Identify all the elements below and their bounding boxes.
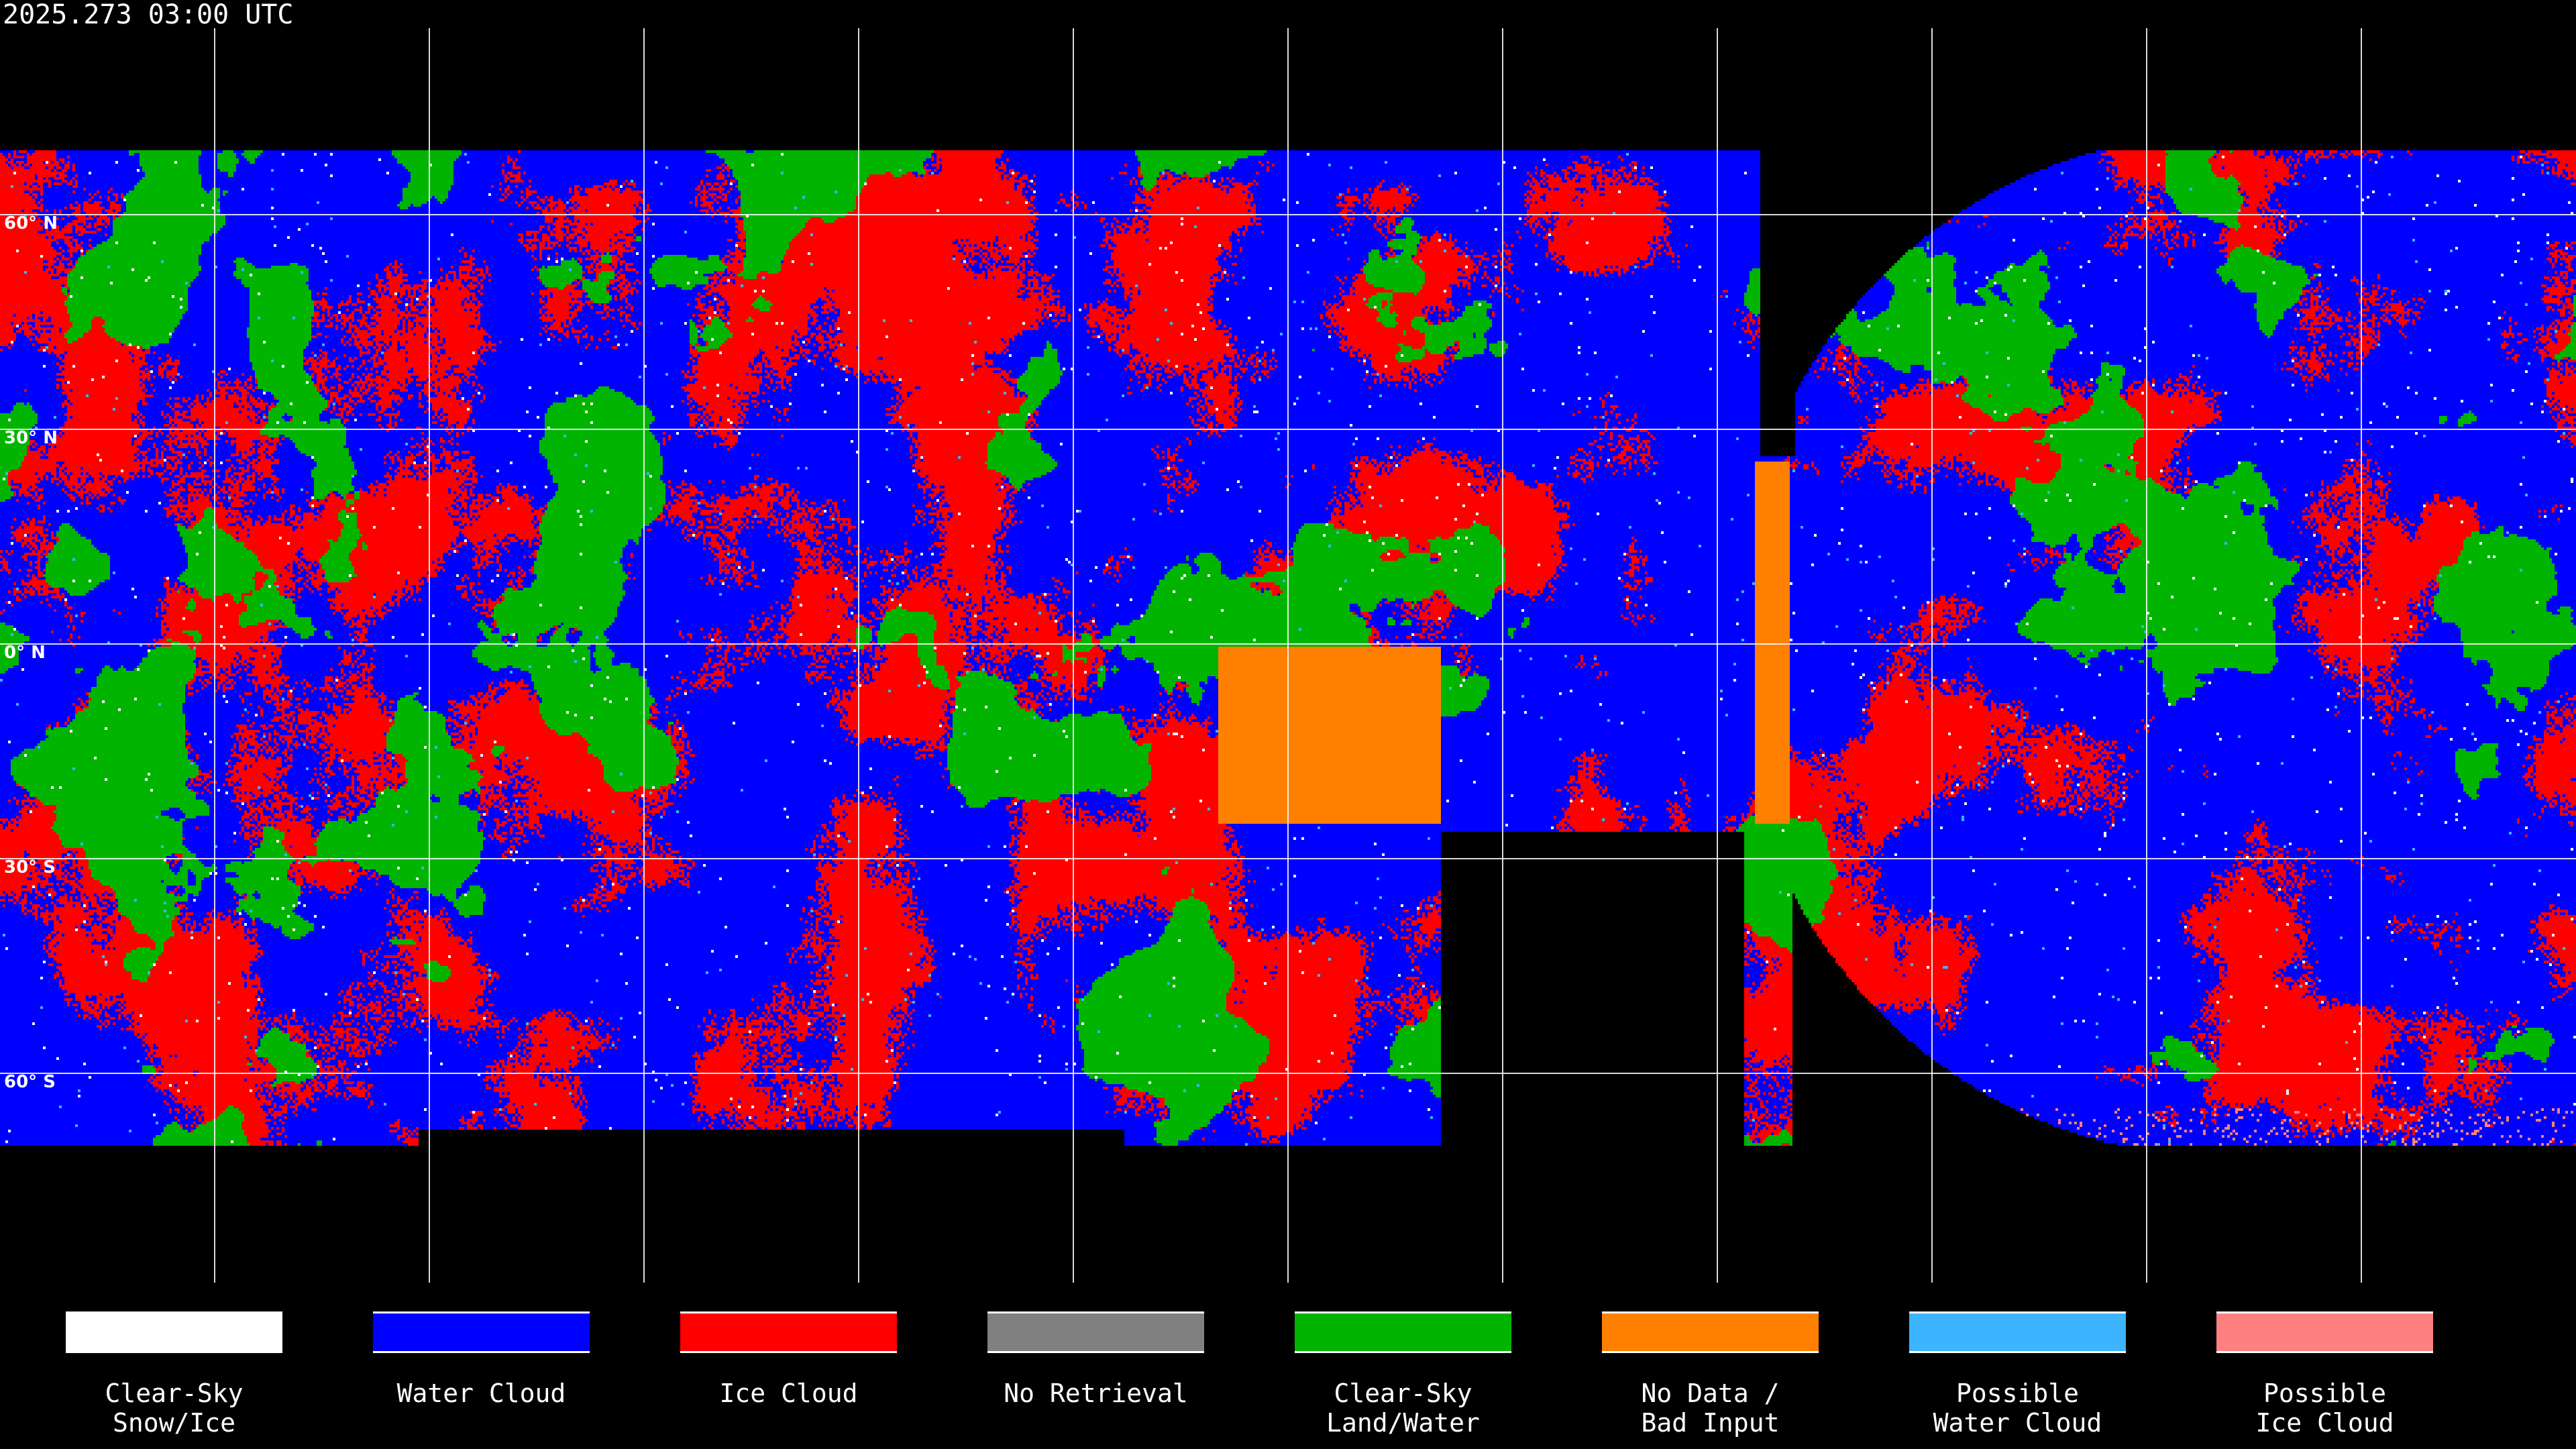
parallel-line: [0, 858, 2576, 859]
legend-swatch: [373, 1311, 590, 1353]
legend-label: No Data / Bad Input: [1641, 1379, 1780, 1438]
legend-label: Clear-Sky Land/Water: [1326, 1379, 1480, 1438]
legend-item-possible-ice-cloud: Possible Ice Cloud: [2216, 1308, 2433, 1438]
meridian-line: [643, 28, 645, 1283]
parallel-line: [0, 214, 2576, 215]
legend-item-clear-sky-snow-ice: Clear-Sky Snow/Ice: [66, 1308, 282, 1438]
legend-item-no-retrieval: No Retrieval: [987, 1308, 1204, 1408]
legend-swatch: [2216, 1311, 2433, 1353]
legend-item-possible-water-cloud: Possible Water Cloud: [1909, 1308, 2126, 1438]
meridian-line: [1287, 28, 1289, 1283]
lat-label-60s: 60° S: [4, 1072, 56, 1092]
legend-item-no-data: No Data / Bad Input: [1602, 1308, 1819, 1438]
legend-swatch: [1602, 1311, 1819, 1353]
legend-swatch: [1295, 1311, 1511, 1353]
meridian-line: [858, 28, 859, 1283]
meridian-line: [429, 28, 430, 1283]
legend-swatch: [987, 1311, 1204, 1353]
legend-label: No Retrieval: [1004, 1379, 1188, 1408]
legend-item-water-cloud: Water Cloud: [373, 1308, 590, 1408]
legend-label: Clear-Sky Snow/Ice: [105, 1379, 244, 1438]
legend-swatch: [680, 1311, 897, 1353]
lat-label-60n: 60° N: [4, 213, 58, 233]
meridian-line: [1931, 28, 1933, 1283]
lat-label-0n: 0° N: [4, 643, 46, 663]
meridian-line: [214, 28, 215, 1283]
legend-label: Possible Ice Cloud: [2255, 1379, 2394, 1438]
legend-item-clear-sky-land-water: Clear-Sky Land/Water: [1295, 1308, 1511, 1438]
timestamp-title: 2025.273 03:00 UTC: [3, 0, 294, 30]
meridian-line: [1073, 28, 1074, 1283]
meridian-line: [1717, 28, 1718, 1283]
lat-label-30s: 30° S: [4, 857, 56, 877]
meridian-line: [1502, 28, 1503, 1283]
parallel-line: [0, 643, 2576, 645]
legend-label: Ice Cloud: [719, 1379, 858, 1408]
meridian-line: [2146, 28, 2147, 1283]
legend-label: Water Cloud: [396, 1379, 566, 1408]
legend-swatch: [1909, 1311, 2126, 1353]
legend-label: Possible Water Cloud: [1933, 1379, 2102, 1438]
parallel-line: [0, 429, 2576, 430]
parallel-line: [0, 1073, 2576, 1074]
meridian-line: [2361, 28, 2362, 1283]
legend-item-ice-cloud: Ice Cloud: [680, 1308, 897, 1408]
lat-label-30n: 30° N: [4, 428, 58, 448]
legend-swatch: [66, 1311, 282, 1353]
